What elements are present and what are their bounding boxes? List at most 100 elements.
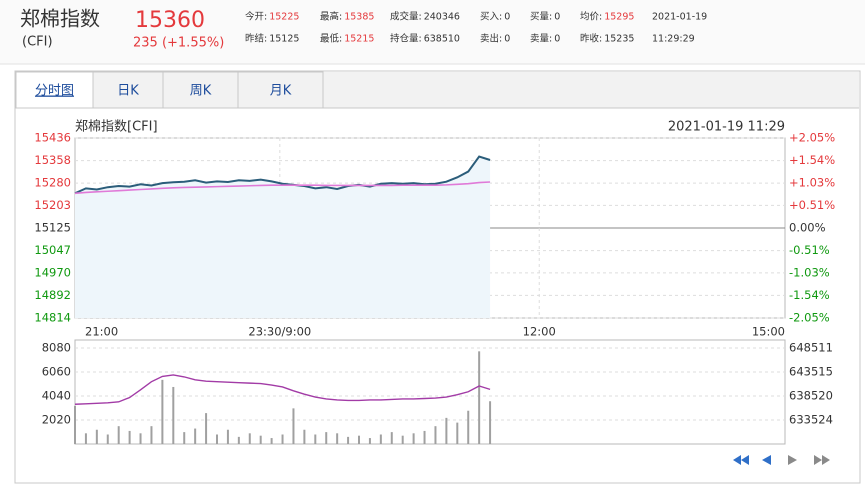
stat-label: 最低: (320, 33, 342, 45)
volume-bar (259, 435, 262, 444)
y-tick-label: 14892 (34, 288, 71, 302)
stat-label: 卖出: (480, 33, 502, 45)
y-tick-label: 15436 (34, 131, 71, 145)
stat-value: 15235 (604, 34, 634, 45)
volume-bar (314, 434, 317, 444)
stat-label: 买量: (530, 12, 552, 23)
volume-bar (248, 433, 251, 444)
stat-label: 买入: (480, 12, 502, 23)
volume-bar (237, 436, 240, 444)
volume-bar (390, 432, 393, 444)
plot-frame (74, 339, 786, 445)
tab-label: 月K (270, 84, 292, 99)
volume-bar (84, 433, 87, 444)
volume-bar (292, 408, 295, 444)
volume-bar (467, 410, 470, 444)
volume-bar (489, 401, 492, 444)
volume-bar (412, 433, 415, 444)
y-tick-label: 15047 (34, 243, 71, 257)
chart-date: 2021-01-19 11:29 (668, 120, 785, 135)
y-tick-label: 15280 (34, 176, 71, 190)
series-line (74, 181, 491, 195)
volume-bar (183, 432, 186, 444)
y-tick-label: 14970 (34, 265, 71, 279)
stat-value: 0 (504, 34, 510, 45)
nav-last[interactable] (814, 455, 822, 465)
tab[interactable] (162, 71, 239, 109)
volume-bar (117, 426, 120, 444)
stat-value: 15295 (604, 12, 634, 23)
tab[interactable] (15, 71, 94, 109)
index-code: (CFI) (22, 35, 53, 50)
volume-bar (161, 379, 164, 444)
y-tick-label: 15125 (34, 221, 71, 235)
volume-bar (226, 429, 229, 444)
index-price: 15360 (135, 8, 205, 33)
volume-bar (216, 434, 218, 444)
y2-tick-label: +1.03% (789, 175, 835, 189)
tab[interactable] (237, 71, 324, 109)
nav-first[interactable] (733, 455, 741, 465)
stat-value: 2021-01-19 (652, 12, 707, 23)
stat-value: 11:29:29 (652, 34, 695, 45)
stat-label: 成交量: (390, 11, 422, 23)
volume-bar (379, 434, 382, 444)
nav-prev[interactable] (762, 455, 771, 465)
volume-bar (336, 433, 339, 444)
chart-title: 郑棉指数[CFI] (75, 120, 158, 135)
volume-bar (128, 430, 131, 444)
volume-bar (194, 428, 197, 444)
volume-bar (445, 417, 448, 444)
nav-last-b (822, 455, 830, 465)
y2-tick-label: +0.51% (789, 198, 835, 212)
y2-tick-label: -2.05% (789, 311, 830, 325)
volume-bar (347, 436, 350, 444)
stat-label: 最高: (320, 11, 342, 23)
y2-tick-label: 633524 (789, 412, 833, 426)
y2-tick-label: -1.03% (789, 266, 830, 280)
nav-buttons (733, 455, 830, 465)
y-tick-label: 15203 (34, 198, 71, 212)
stat-label: 均价: (580, 11, 602, 23)
stat-value: 15385 (344, 12, 374, 23)
volume-bar (172, 386, 175, 444)
y2-tick-label: -1.54% (789, 288, 830, 302)
y2-tick-label: -0.51% (789, 243, 830, 257)
stat-label: 昨结: (245, 33, 267, 45)
volume-bar (456, 422, 459, 444)
volume-bar (205, 413, 208, 444)
header-bg (0, 0, 865, 64)
volume-bar (434, 426, 437, 444)
tab-label: 分时图 (35, 84, 74, 99)
stat-label: 昨收: (580, 33, 602, 45)
volume-bar (401, 435, 404, 444)
volume-bar (368, 438, 371, 444)
stat-value: 0 (554, 34, 560, 45)
series-line (74, 155, 491, 195)
y2-tick-label: 648511 (789, 341, 833, 355)
volume-bar (106, 434, 109, 444)
x-tick-label: 21:00 (85, 325, 118, 339)
volume-bar (281, 434, 284, 444)
y2-tick-label: 643515 (789, 365, 833, 379)
y-tick-label: 8080 (42, 341, 71, 355)
stat-value: 15225 (269, 12, 299, 23)
x-tick-label: 12:00 (523, 325, 556, 339)
volume-bar (270, 438, 273, 444)
x-tick-label: 23:30/9:00 (248, 325, 311, 339)
stat-value: 15215 (344, 34, 374, 45)
x-tick-label: 15:00 (752, 325, 785, 339)
stat-value: 0 (504, 12, 510, 23)
stat-value: 638510 (424, 34, 460, 45)
y2-tick-label: 0.00% (789, 221, 826, 235)
volume-bar (139, 433, 142, 444)
volume-bar (358, 435, 360, 444)
open-interest-line (74, 374, 491, 405)
stat-label: 卖量: (530, 34, 552, 45)
y-tick-label: 2020 (42, 413, 71, 427)
y2-tick-label: +2.05% (789, 131, 835, 145)
volume-bar (423, 430, 426, 444)
nav-next[interactable] (788, 455, 797, 465)
y-tick-label: 15358 (34, 153, 71, 167)
